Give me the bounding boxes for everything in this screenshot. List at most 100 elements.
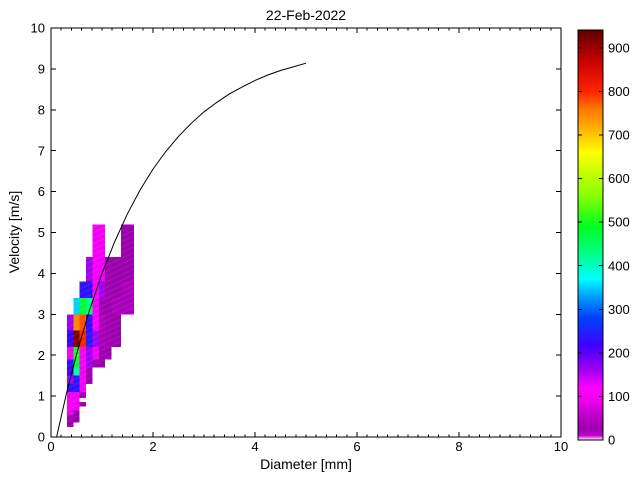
heatmap-cell-texture bbox=[86, 297, 93, 315]
y-tick-label: 9 bbox=[38, 61, 45, 76]
heatmap-cell-texture bbox=[86, 359, 93, 368]
heatmap-cell-texture bbox=[73, 375, 80, 384]
heatmap-cell-texture bbox=[92, 314, 99, 331]
heatmap-cell-texture bbox=[73, 297, 80, 315]
heatmap-cell-texture bbox=[66, 314, 74, 331]
heatmap-cell-texture bbox=[73, 314, 80, 331]
heatmap-cell-texture bbox=[73, 398, 80, 403]
heatmap-cell-texture bbox=[73, 359, 80, 368]
colorbar-tick-label: 400 bbox=[608, 258, 630, 273]
heatmap-cell-texture bbox=[121, 257, 134, 282]
heatmap-cell-texture bbox=[66, 347, 74, 360]
heatmap-cell-texture bbox=[86, 347, 93, 360]
heatmap-cell-texture bbox=[92, 297, 99, 315]
heatmap-cell-texture bbox=[98, 330, 106, 348]
heatmap-cell-texture bbox=[66, 392, 74, 399]
heatmap-cell-texture bbox=[105, 347, 112, 360]
heatmap-cell-texture bbox=[73, 402, 80, 407]
y-tick-label: 7 bbox=[38, 143, 45, 158]
heatmap-cell-texture bbox=[86, 367, 93, 376]
colorbar-tick-label: 200 bbox=[608, 345, 630, 360]
heatmap-cell-texture bbox=[98, 257, 106, 282]
colorbar-tick-label: 800 bbox=[608, 84, 630, 99]
heatmap-cell-texture bbox=[111, 281, 122, 298]
heatmap-cell-texture bbox=[73, 414, 80, 419]
heatmap-cell-texture bbox=[66, 422, 74, 427]
x-tick-label: 6 bbox=[353, 439, 360, 454]
heatmap-cell-texture bbox=[86, 314, 93, 331]
heatmap-cell-texture bbox=[121, 224, 134, 258]
heatmap-cell-texture bbox=[86, 330, 93, 348]
heatmap-cell-texture bbox=[66, 359, 74, 368]
heatmap-cell-texture bbox=[79, 402, 87, 407]
heatmap-cell-texture bbox=[66, 414, 74, 419]
heatmap-cell-texture bbox=[121, 281, 134, 298]
heatmap-cell-texture bbox=[98, 347, 106, 360]
heatmap-cell-texture bbox=[66, 402, 74, 407]
heatmap-cell-texture bbox=[66, 330, 74, 348]
heatmap-cell-texture bbox=[79, 367, 87, 376]
heatmap-cell-texture bbox=[79, 314, 87, 331]
heatmap-cell-texture bbox=[111, 297, 122, 315]
heatmap-cell-texture bbox=[73, 410, 80, 415]
heatmap-cell-texture bbox=[79, 347, 87, 360]
heatmap-cell-texture bbox=[66, 418, 74, 423]
heatmap-cell-texture bbox=[92, 359, 99, 368]
heatmap-cell-texture bbox=[86, 257, 93, 282]
heatmap-cell-texture bbox=[98, 359, 106, 368]
heatmap-cell-texture bbox=[98, 281, 106, 298]
x-tick-label: 10 bbox=[554, 439, 568, 454]
heatmap-cell-texture bbox=[111, 314, 122, 331]
heatmap-cell-texture bbox=[92, 224, 99, 258]
y-tick-label: 4 bbox=[38, 266, 45, 281]
heatmap-cell-texture bbox=[79, 297, 87, 315]
heatmap-cell-texture bbox=[111, 257, 122, 282]
heatmap-cell-texture bbox=[66, 398, 74, 403]
heatmap-cell-texture bbox=[79, 330, 87, 348]
heatmap-cell-texture bbox=[73, 392, 80, 399]
heatmap-cell-texture bbox=[73, 418, 80, 423]
heatmap-cell-texture bbox=[73, 406, 80, 411]
colorbar-tick-label: 500 bbox=[608, 215, 630, 230]
colorbar bbox=[578, 30, 603, 440]
heatmap-cell-texture bbox=[98, 314, 106, 331]
heatmap-cell-texture bbox=[105, 314, 112, 331]
heatmap-cell-texture bbox=[92, 330, 99, 348]
heatmap-cell-texture bbox=[86, 281, 93, 298]
colorbar-tick-label: 0 bbox=[608, 433, 615, 448]
x-tick-label: 0 bbox=[47, 439, 54, 454]
heatmap-cell-texture bbox=[92, 281, 99, 298]
heatmap-cell-texture bbox=[73, 367, 80, 376]
heatmap-cell-texture bbox=[111, 330, 122, 348]
heatmap-cell-texture bbox=[66, 367, 74, 376]
heatmap-cell-texture bbox=[105, 297, 112, 315]
heatmap-cell-texture bbox=[105, 281, 112, 298]
colorbar-tick-label: 700 bbox=[608, 128, 630, 143]
heatmap-cell-texture bbox=[66, 410, 74, 415]
y-tick-label: 10 bbox=[31, 21, 45, 36]
heatmap-cell-texture bbox=[86, 375, 93, 384]
heatmap-cell-texture bbox=[73, 330, 80, 348]
x-tick-label: 2 bbox=[149, 439, 156, 454]
heatmap-cell-texture bbox=[92, 347, 99, 360]
x-axis-label: Diameter [mm] bbox=[260, 456, 352, 472]
y-tick-label: 6 bbox=[38, 184, 45, 199]
heatmap-cell-texture bbox=[79, 375, 87, 384]
heatmap-cell-texture bbox=[98, 224, 106, 258]
heatmap-cell-texture bbox=[66, 406, 74, 411]
y-tick-label: 2 bbox=[38, 348, 45, 363]
heatmap-cell-texture bbox=[73, 383, 80, 393]
heatmap-cell-texture bbox=[98, 297, 106, 315]
colorbar-tick-label: 600 bbox=[608, 171, 630, 186]
heatmap-cell-texture bbox=[66, 383, 74, 393]
heatmap-cell-texture bbox=[105, 330, 112, 348]
y-tick-label: 3 bbox=[38, 307, 45, 322]
x-tick-label: 8 bbox=[455, 439, 462, 454]
colorbar-tick-label: 100 bbox=[608, 389, 630, 404]
terminal-velocity-curve bbox=[56, 62, 307, 438]
heatmap-cell-texture bbox=[79, 392, 87, 399]
y-tick-label: 0 bbox=[38, 430, 45, 445]
chart-title: 22-Feb-2022 bbox=[265, 7, 347, 23]
